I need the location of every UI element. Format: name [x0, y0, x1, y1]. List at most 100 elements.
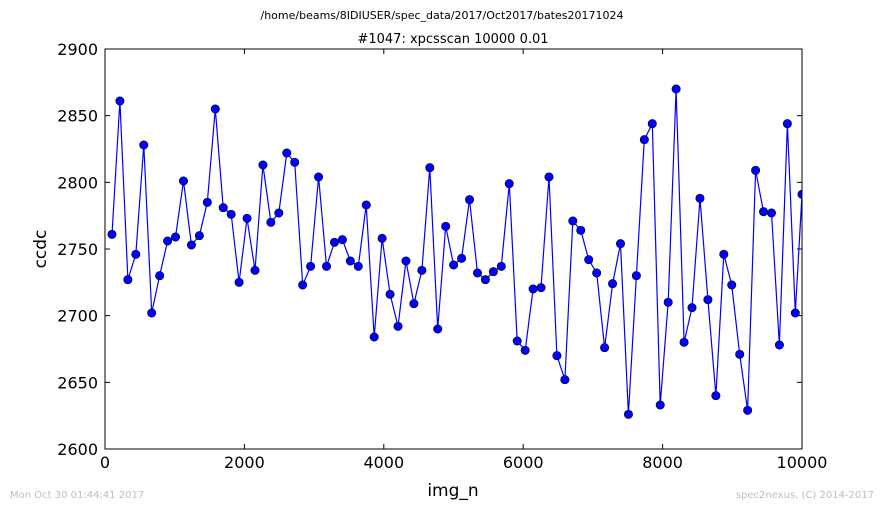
y-tick-label: 2900: [57, 40, 98, 59]
data-point: [234, 277, 244, 287]
data-point: [735, 349, 745, 359]
data-point: [608, 279, 618, 289]
data-point: [687, 303, 697, 313]
data-point: [631, 271, 641, 281]
footer-credit: spec2nexus, (C) 2014-2017: [736, 490, 874, 501]
data-point: [202, 197, 212, 207]
data-point: [306, 261, 316, 271]
data-point: [345, 256, 355, 266]
y-tick-label: 2600: [57, 440, 98, 459]
data-point: [194, 231, 204, 241]
chart-suptitle: /home/beams/8IDIUSER/spec_data/2017/Oct2…: [261, 9, 624, 22]
data-point: [123, 275, 133, 285]
data-point: [401, 256, 411, 266]
data-point: [171, 232, 181, 242]
x-tick-label: 6000: [503, 453, 544, 472]
x-tick-label: 10000: [777, 453, 828, 472]
y-tick-label: 2850: [57, 107, 98, 126]
data-point: [472, 268, 482, 278]
data-point: [592, 268, 602, 278]
data-point: [155, 271, 165, 281]
data-point: [457, 253, 467, 263]
y-axis-label: ccdc: [31, 230, 51, 269]
data-point: [337, 235, 347, 245]
data-point: [298, 280, 308, 290]
data-point: [655, 400, 665, 410]
data-point: [385, 289, 395, 299]
data-point: [147, 308, 157, 318]
axes-frame: [104, 48, 803, 450]
data-point: [449, 260, 459, 270]
data-point: [536, 283, 546, 293]
data-point: [290, 157, 300, 167]
data-point: [520, 345, 530, 355]
data-point: [616, 239, 626, 249]
data-point: [282, 148, 292, 158]
data-point: [695, 193, 705, 203]
data-point: [711, 391, 721, 401]
data-point: [663, 297, 673, 307]
data-point: [504, 179, 514, 189]
data-point: [258, 160, 268, 170]
data-point: [790, 308, 800, 318]
chart-title: #1047: xpcsscan 10000 0.01: [357, 32, 548, 47]
data-point: [433, 324, 443, 334]
footer-timestamp: Mon Oct 30 01:44:41 2017: [10, 490, 144, 501]
data-point: [552, 351, 562, 361]
data-point: [488, 267, 498, 277]
data-point: [218, 203, 228, 213]
data-point: [584, 255, 594, 265]
data-point: [703, 295, 713, 305]
data-point: [361, 200, 371, 210]
data-point: [623, 409, 633, 419]
data-point: [369, 332, 379, 342]
data-point: [782, 119, 792, 129]
x-axis-label: img_n: [427, 481, 478, 501]
data-point: [186, 240, 196, 250]
data-point: [131, 249, 141, 259]
data-point: [759, 207, 769, 217]
data-point: [163, 236, 173, 246]
x-tick-label: 0: [100, 453, 110, 472]
data-point: [107, 229, 117, 239]
x-tick-label: 4000: [363, 453, 404, 472]
data-point: [774, 340, 784, 350]
data-point: [377, 233, 387, 243]
data-point: [409, 299, 419, 309]
data-point: [314, 172, 324, 182]
data-point: [226, 209, 236, 219]
data-point: [329, 237, 339, 247]
data-point: [393, 321, 403, 331]
data-point: [576, 225, 586, 235]
plot-area: 0 2000 4000 6000 8000 10000 2600 2650 2700 2750 28…: [57, 40, 827, 472]
data-point: [322, 261, 332, 271]
data-point: [242, 213, 252, 223]
data-point: [671, 84, 681, 94]
data-point: [743, 405, 753, 415]
y-tick-label: 2700: [57, 307, 98, 326]
data-point: [480, 275, 490, 285]
x-tick-label: 8000: [642, 453, 683, 472]
data-point: [766, 208, 776, 218]
data-point: [465, 195, 475, 205]
data-point: [751, 165, 761, 175]
data-point: [600, 343, 610, 353]
data-point: [250, 265, 260, 275]
data-point: [441, 221, 451, 231]
data-point: [512, 336, 522, 346]
y-tick-label: 2650: [57, 373, 98, 392]
data-point: [417, 265, 427, 275]
data-point: [647, 119, 657, 129]
data-point: [425, 163, 435, 173]
data-point: [210, 104, 220, 114]
data-point: [679, 337, 689, 347]
data-point: [727, 280, 737, 290]
data-point: [178, 176, 188, 186]
data-point: [544, 172, 554, 182]
data-point: [353, 261, 363, 271]
x-tick-label: 2000: [224, 453, 265, 472]
data-point: [719, 249, 729, 259]
data-point: [496, 261, 506, 271]
data-point: [115, 96, 125, 106]
